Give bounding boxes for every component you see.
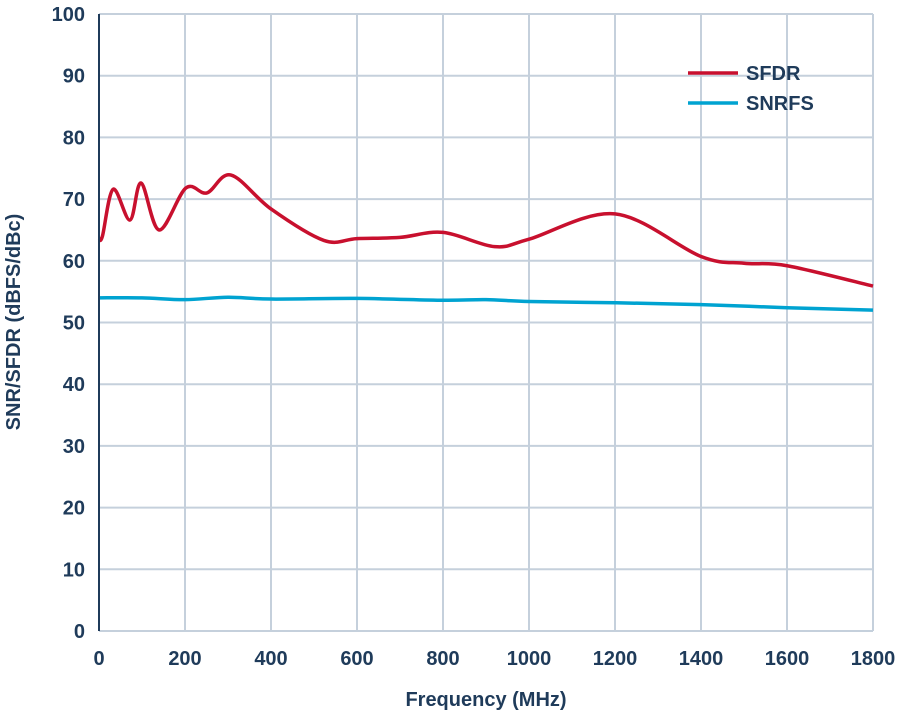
series-line-snrfs (98, 295, 874, 312)
x-tick-label: 0 (93, 648, 104, 670)
series-line-sfdr (97, 173, 874, 288)
tick-labels: 0 200 400 600 800 1000 1200 1400 1600 1800 0 10 20 30… (52, 4, 896, 670)
y-tick-label: 0 (74, 621, 85, 643)
y-tick-label: 100 (52, 4, 85, 26)
y-tick-label: 40 (63, 374, 85, 396)
y-axis-label: SNR/SFDR (dBFS/dBc) (3, 214, 25, 431)
legend: SFDR SNRFS (688, 63, 814, 115)
x-tick-label: 200 (168, 648, 201, 670)
y-tick-label: 70 (63, 189, 85, 211)
x-tick-label: 1200 (593, 648, 638, 670)
grid (99, 13, 874, 632)
legend-label-snrfs: SNRFS (746, 93, 814, 115)
x-tick-label: 400 (254, 648, 287, 670)
x-tick-label: 1800 (851, 648, 896, 670)
y-tick-label: 30 (63, 436, 85, 458)
y-tick-label: 60 (63, 251, 85, 273)
y-tick-label: 20 (63, 498, 85, 520)
x-tick-label: 1600 (765, 648, 810, 670)
y-tick-label: 10 (63, 559, 85, 581)
x-tick-label: 600 (340, 648, 373, 670)
y-tick-label: 50 (63, 313, 85, 335)
legend-label-sfdr: SFDR (746, 63, 801, 85)
y-tick-label: 90 (63, 66, 85, 88)
y-tick-label: 80 (63, 127, 85, 149)
series-lines (97, 173, 874, 312)
x-tick-label: 1400 (679, 648, 724, 670)
x-tick-label: 800 (426, 648, 459, 670)
x-axis-label: Frequency (MHz) (405, 689, 566, 711)
x-tick-label: 1000 (507, 648, 552, 670)
